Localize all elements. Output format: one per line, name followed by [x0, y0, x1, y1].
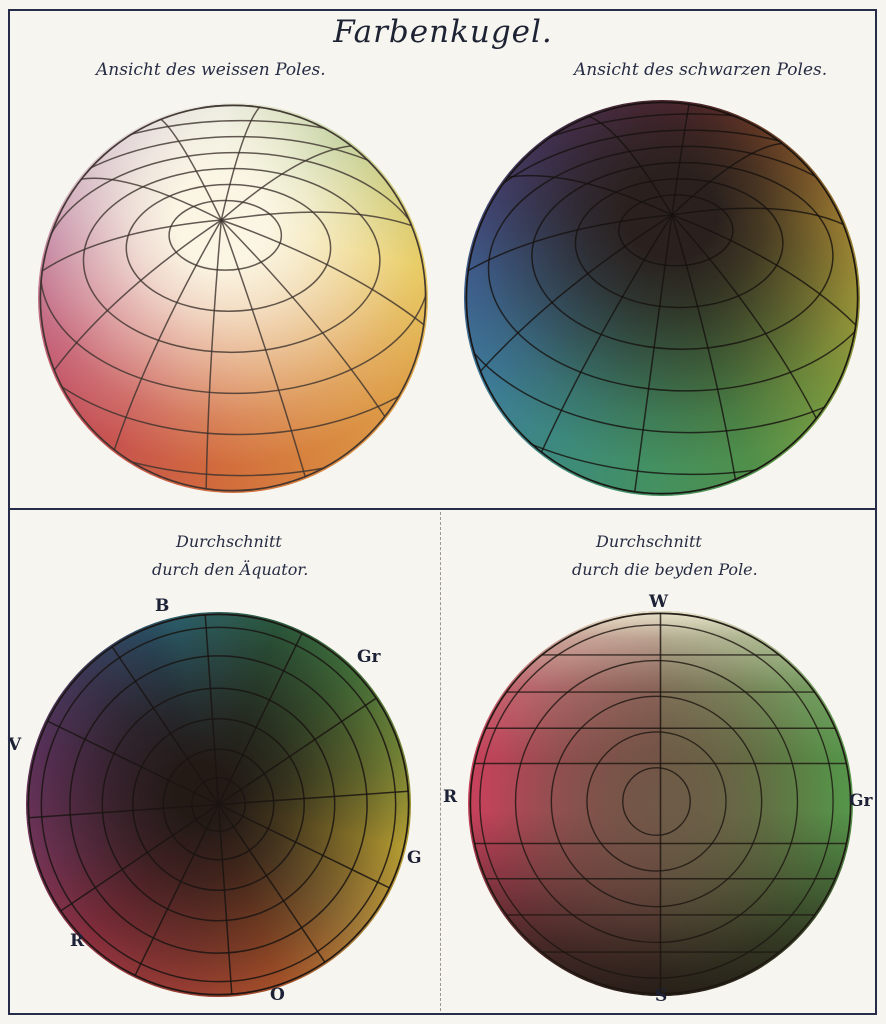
hue-label-V: V	[8, 735, 22, 755]
equator-cross-section	[26, 612, 411, 997]
caption-equator-line1: Durchschnitt	[176, 532, 282, 551]
poles-cross-section	[468, 611, 853, 996]
hue-label-B: B	[155, 596, 170, 616]
caption-white-pole: Ansicht des weissen Poles.	[96, 60, 326, 80]
hue-label-S: S	[655, 986, 668, 1006]
hue-label-Gr: Gr	[357, 647, 381, 667]
grid-lines	[27, 613, 410, 996]
hue-label-O: O	[270, 985, 285, 1005]
caption-black-pole: Ansicht des schwarzen Poles.	[574, 60, 828, 80]
caption-equator-line2: durch den Äquator.	[152, 560, 309, 579]
caption-poles-section: Durchschnitt durch die beyden Pole.	[572, 528, 758, 584]
grid-lines	[39, 104, 427, 492]
hue-label-R: R	[443, 787, 458, 807]
plate-title: Farbenkugel.	[333, 14, 553, 50]
white-pole-sphere	[38, 103, 428, 493]
caption-poles-line1: Durchschnitt	[596, 532, 702, 551]
hue-label-W: W	[649, 592, 669, 612]
caption-poles-line2: durch die beyden Pole.	[572, 560, 758, 579]
vertical-dashed-divider	[440, 512, 441, 1011]
hue-label-Gr: Gr	[849, 791, 873, 811]
hue-label-R: R	[70, 931, 85, 951]
grid-lines	[465, 101, 859, 495]
hue-label-G: G	[407, 848, 422, 868]
caption-equator-section: Durchschnitt durch den Äquator.	[152, 528, 308, 584]
black-pole-sphere	[464, 100, 860, 496]
grid-lines	[469, 612, 852, 995]
horizontal-divider	[8, 508, 877, 510]
